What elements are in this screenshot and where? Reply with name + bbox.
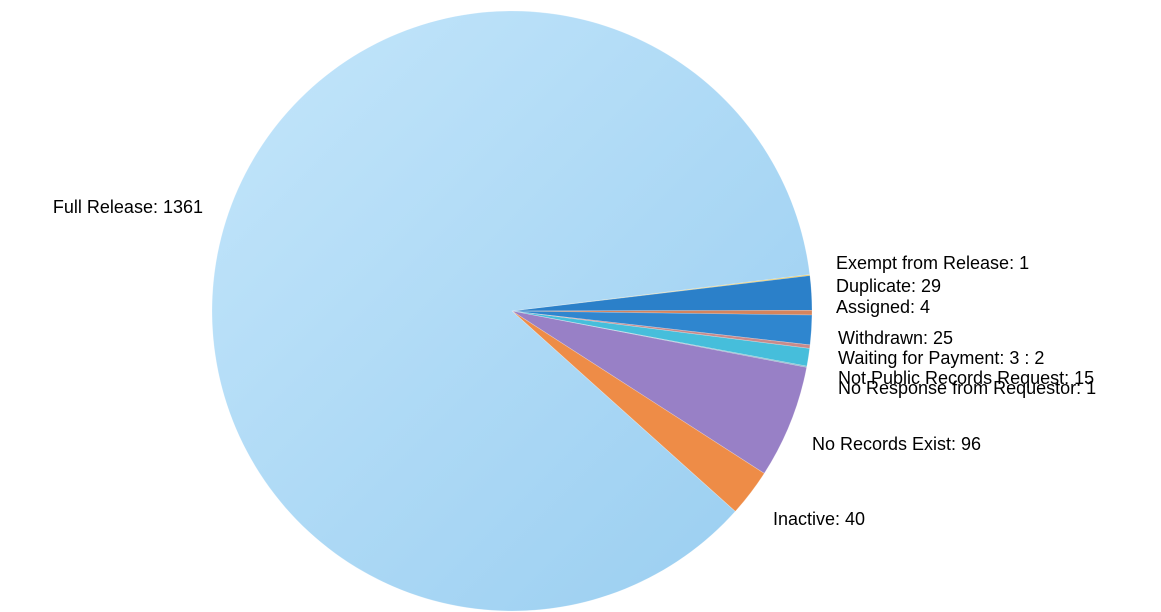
pie-slice-not-public-records-request (511, 310, 810, 367)
data-label-assigned: Assigned: 4 (836, 297, 930, 317)
pie-slice-waiting-for-payment (511, 310, 811, 349)
data-label-inactive: Inactive: 40 (773, 509, 865, 529)
pie-slice-exempt-from-release (511, 274, 811, 312)
pie-labels: Exempt from Release: 1 Duplicate: 29Assig… (53, 197, 1096, 529)
pie-slice-duplicate (511, 275, 813, 312)
data-label-full-release: Full Release: 1361 (53, 197, 203, 217)
pie-slice-no-response-from-requestor (511, 310, 808, 368)
data-label-no-response-from-requestor: No Response from Requestor: 1 (838, 378, 1096, 398)
data-label-withdrawn: Withdrawn: 25 (838, 328, 953, 348)
pie-slice-withdrawn (511, 310, 813, 346)
pie-slice-no-records-exist (511, 310, 808, 474)
data-label-duplicate: Duplicate: 29 (836, 276, 941, 296)
pie-slice-assigned (511, 309, 813, 316)
data-label-waiting-for-payment: Waiting for Payment: 3 : 2 (838, 348, 1044, 368)
pie-slice-inactive (511, 310, 765, 512)
data-label-not-public-records-request: Not Public Records Request: 15 (838, 368, 1094, 388)
pie-slices (211, 10, 813, 612)
pie-slice-full-release (211, 10, 811, 612)
data-label-no-records-exist: No Records Exist: 96 (812, 434, 981, 454)
data-label-exempt-from-release: Exempt from Release: 1 (836, 253, 1029, 273)
